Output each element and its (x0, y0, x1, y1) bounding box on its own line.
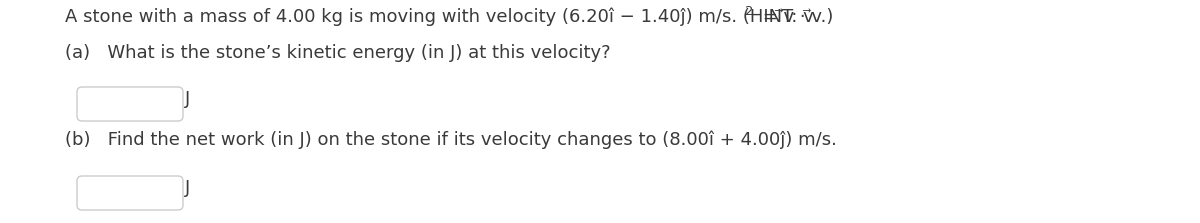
Text: J: J (185, 179, 191, 197)
Text: 2: 2 (745, 5, 754, 18)
Text: = ⃗v · ⃗v.): = ⃗v · ⃗v.) (757, 8, 833, 26)
Text: J: J (185, 90, 191, 108)
FancyBboxPatch shape (77, 87, 182, 121)
Text: (a)   What is the stone’s kinetic energy (in J) at this velocity?: (a) What is the stone’s kinetic energy (… (65, 44, 611, 62)
Text: (b)   Find the net work (in J) on the stone if its velocity changes to (8.00î + : (b) Find the net work (in J) on the ston… (65, 130, 836, 149)
FancyBboxPatch shape (77, 176, 182, 210)
Text: A stone with a mass of 4.00 kg is moving with velocity (6.20î − 1.40ĵ) m/s. (HIN: A stone with a mass of 4.00 kg is moving… (65, 8, 814, 26)
